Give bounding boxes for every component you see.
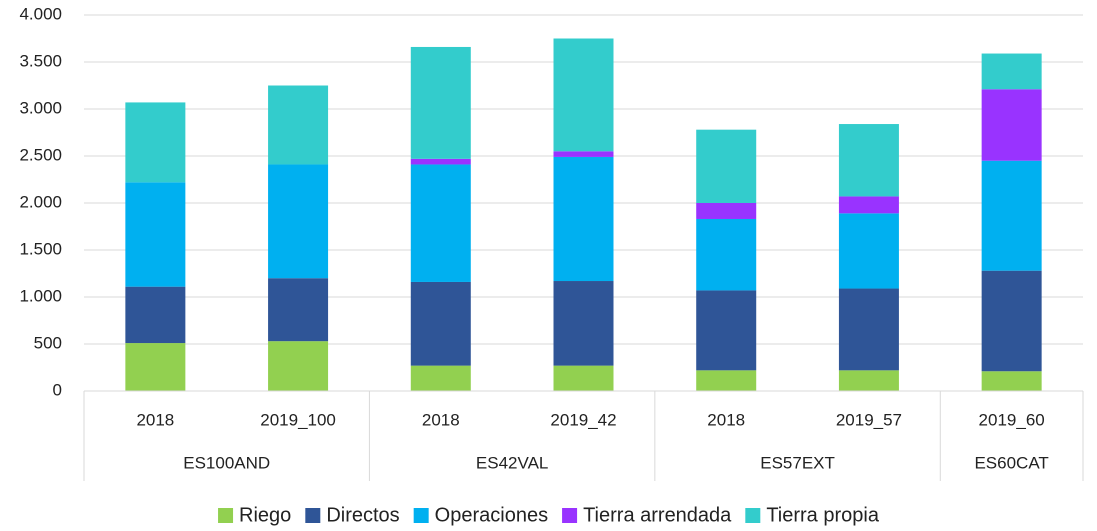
legend-swatch: [218, 508, 234, 523]
y-tick-label: 3.000: [19, 98, 62, 117]
bar-segment: [125, 182, 186, 287]
bar-segment: [981, 371, 1042, 391]
bar-segment: [268, 164, 329, 279]
legend-swatch: [305, 508, 321, 523]
bar-segment: [268, 341, 329, 391]
y-tick-label: 2.500: [19, 145, 62, 164]
bar-segment: [981, 53, 1042, 90]
y-tick-label: 3.500: [19, 51, 62, 70]
bar-segment: [696, 203, 757, 219]
x-tick-label: 2018: [136, 410, 174, 429]
bar-segment: [553, 38, 614, 152]
y-tick-label: 1.500: [19, 239, 62, 258]
bar-segment: [553, 156, 614, 282]
bar-segment: [981, 89, 1042, 161]
group-label: ES57EXT: [760, 453, 835, 472]
bar-segment: [410, 281, 471, 366]
y-tick-label: 500: [34, 333, 62, 352]
legend-swatch: [413, 508, 429, 523]
bar-segment: [553, 281, 614, 366]
bar-segment: [410, 158, 471, 165]
legend-swatch: [745, 508, 761, 523]
y-tick-label: 1.000: [19, 286, 62, 305]
bar-segment: [696, 129, 757, 203]
bar-segment: [125, 286, 186, 344]
bar-segment: [410, 164, 471, 282]
x-tick-label: 2019_42: [550, 410, 616, 429]
y-tick-label: 0: [53, 380, 62, 399]
bar-segment: [410, 365, 471, 391]
bar-segment: [553, 365, 614, 391]
y-tick-label: 4.000: [19, 4, 62, 23]
y-tick-label: 2.000: [19, 192, 62, 211]
x-tick-label: 2019_57: [836, 410, 902, 429]
bar-segment: [981, 270, 1042, 372]
bar-segment: [268, 85, 329, 165]
bar-segment: [838, 196, 899, 214]
legend-label: Directos: [326, 504, 399, 526]
bar-segment: [125, 343, 186, 391]
group-label: ES60CAT: [974, 453, 1048, 472]
bar-segment: [696, 218, 757, 291]
bar-segment: [125, 102, 186, 183]
bar-segment: [553, 151, 614, 157]
bar-segment: [838, 370, 899, 391]
legend-label: Tierra propia: [766, 504, 880, 526]
x-tick-label: 2018: [707, 410, 745, 429]
legend-swatch: [562, 508, 578, 523]
bar-segment: [981, 160, 1042, 271]
bar-segment: [838, 213, 899, 289]
bar-segment: [410, 46, 471, 159]
bar-segment: [696, 290, 757, 371]
x-tick-label: 2019_60: [979, 410, 1045, 429]
x-tick-label: 2019_100: [260, 410, 336, 429]
bar-segment: [838, 288, 899, 371]
bar-segment: [838, 124, 899, 197]
legend-label: Operaciones: [435, 504, 548, 526]
legend-label: Tierra arrendada: [583, 504, 732, 526]
legend-label: Riego: [239, 504, 291, 526]
group-label: ES100AND: [183, 453, 270, 472]
group-label: ES42VAL: [476, 453, 548, 472]
bar-segment: [268, 278, 329, 342]
x-tick-label: 2018: [422, 410, 460, 429]
bar-segment: [696, 370, 757, 391]
